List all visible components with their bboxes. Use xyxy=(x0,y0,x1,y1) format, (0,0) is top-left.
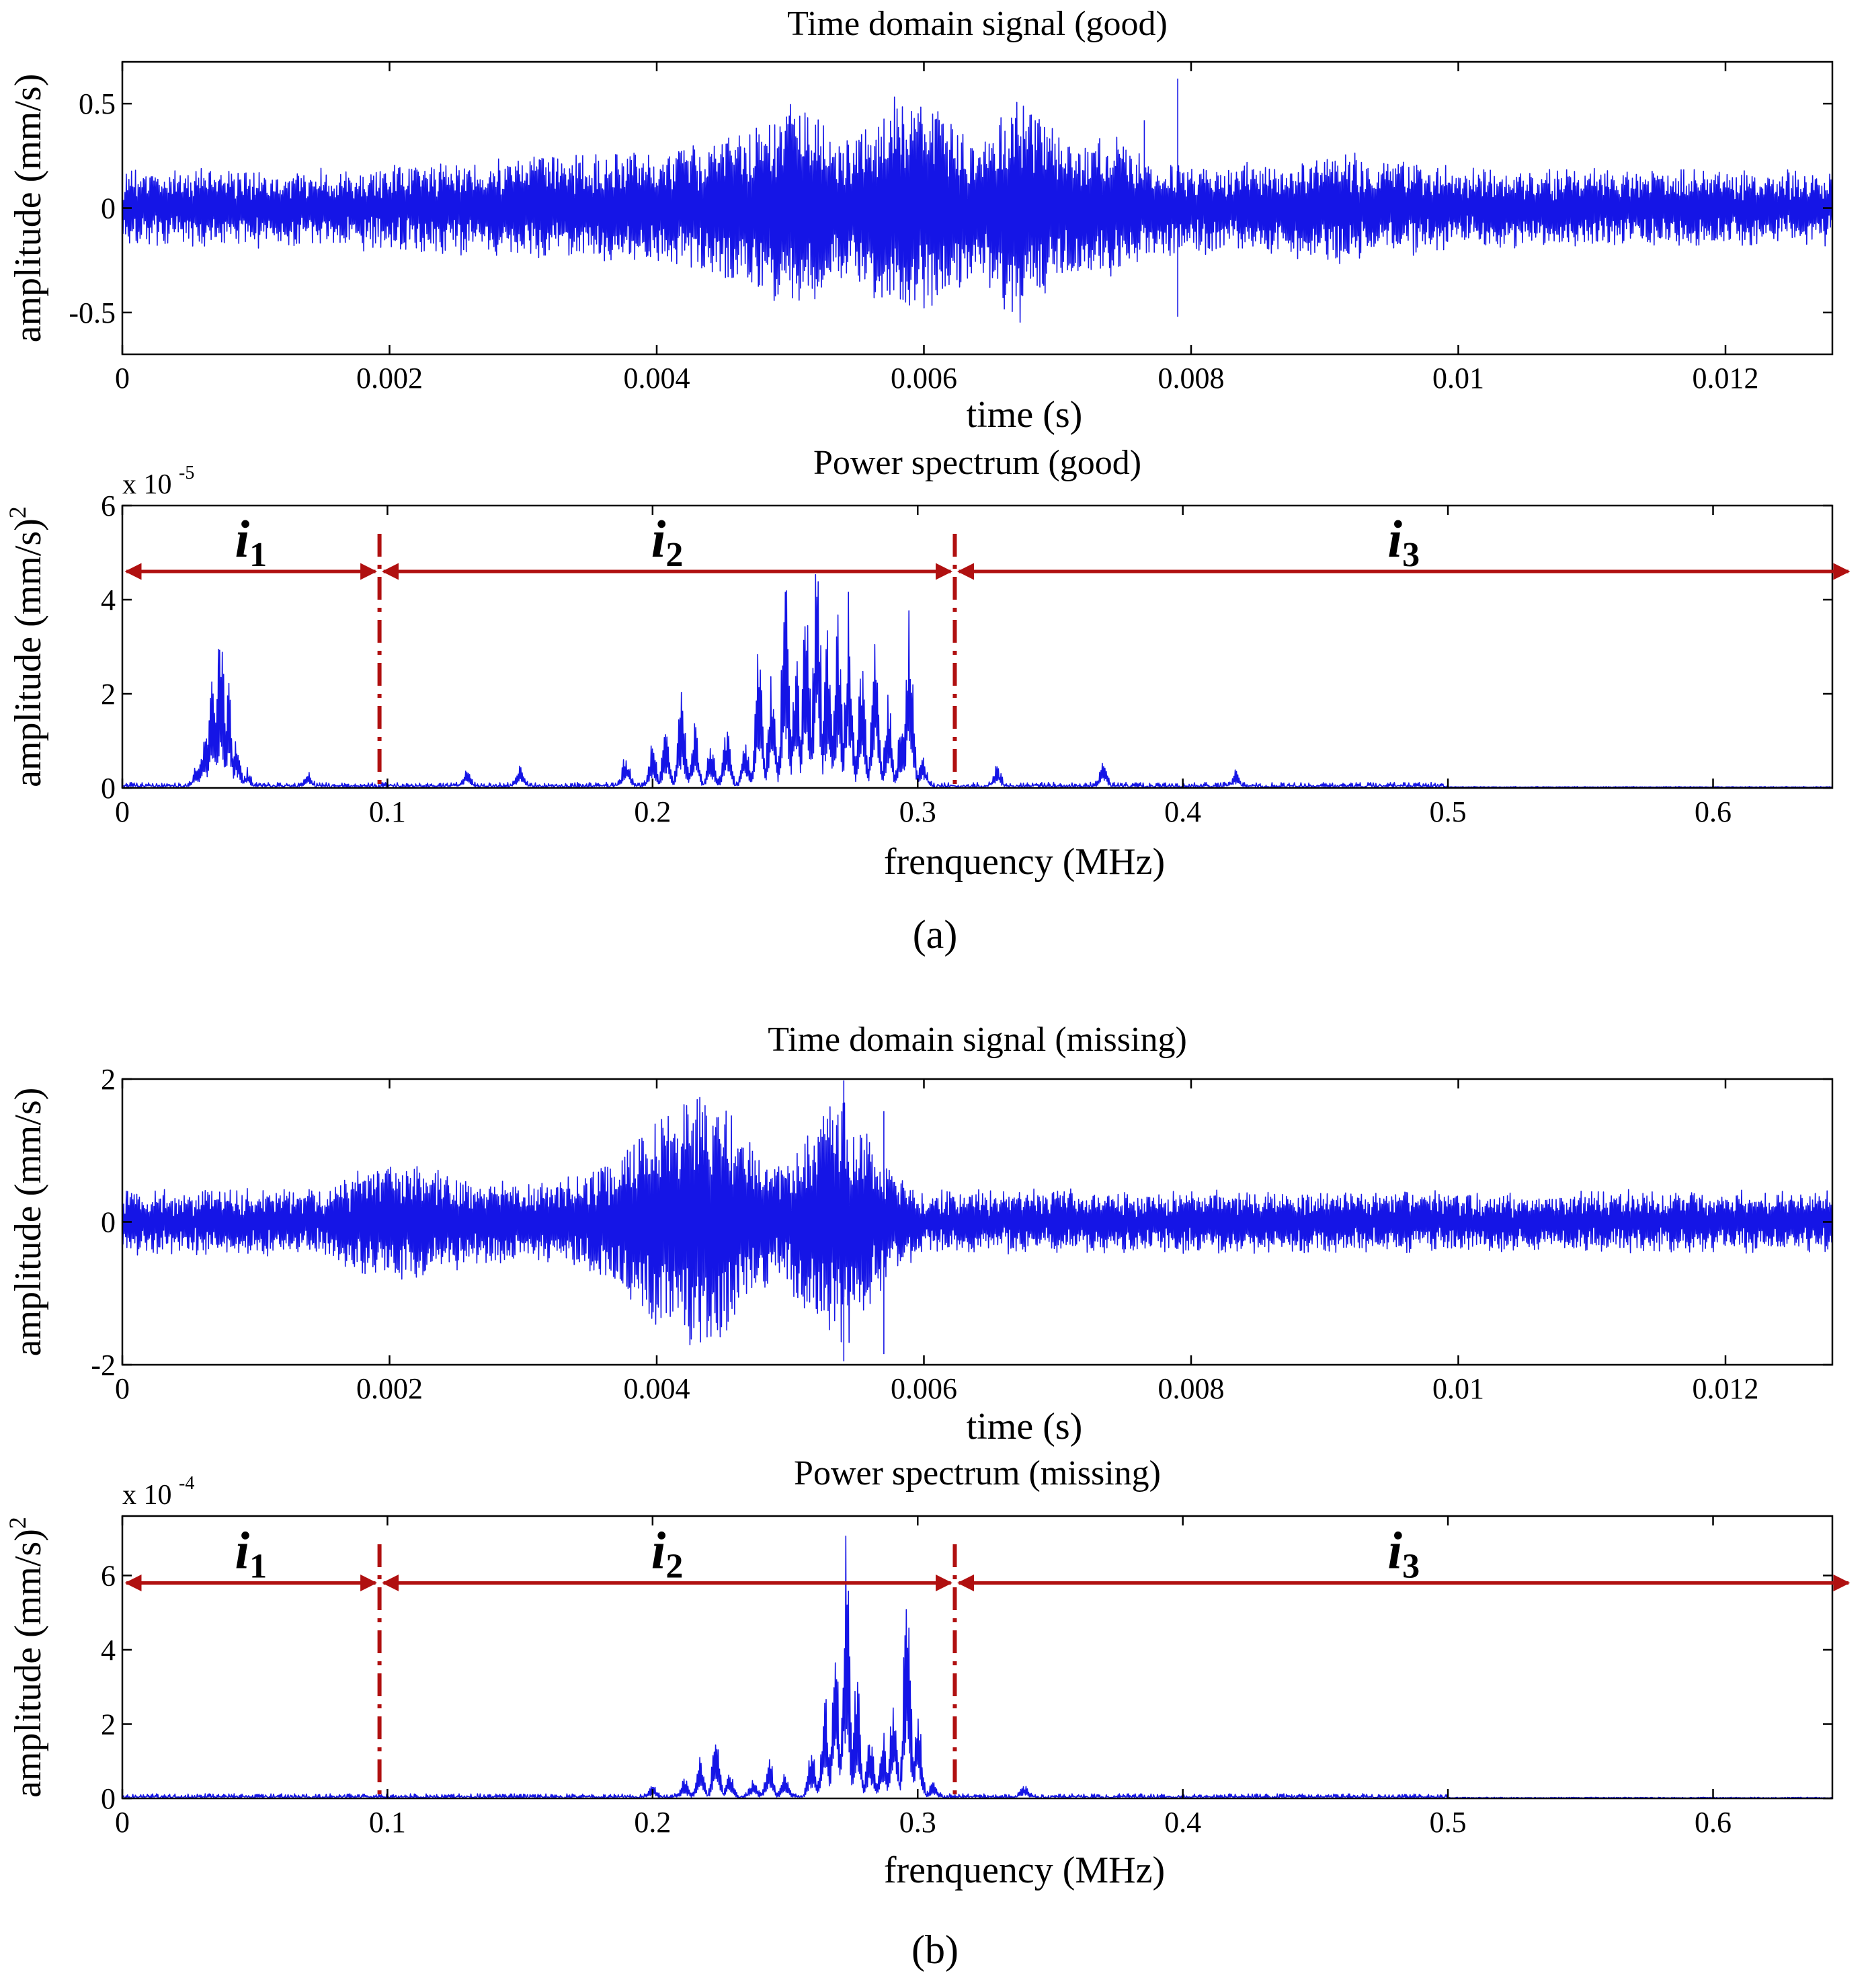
series-good xyxy=(122,78,1833,323)
x-tick-label: 0.004 xyxy=(624,362,690,395)
interval-label: i3 xyxy=(1387,1521,1420,1585)
x-tick-label: 0.4 xyxy=(1164,795,1201,828)
interval-label-sub: 2 xyxy=(665,1547,683,1585)
x-tick-label: 0 xyxy=(115,1372,130,1405)
y-tick-label: 6 xyxy=(101,489,116,522)
x-tick-label: 0.01 xyxy=(1432,1372,1484,1405)
caption-a: (a) xyxy=(913,912,958,957)
y-axis-label: amplitude (mm/s)2 xyxy=(4,1517,49,1798)
scale-exponent: -5 xyxy=(179,463,194,483)
y-axis-label: amplitude (mm/s) xyxy=(7,74,49,343)
scale-base: x 10 xyxy=(122,469,179,500)
panel-time-signal-missing: Time domain signal (missing) 0 0.002 0.004 0… xyxy=(7,1021,1834,1447)
interval-label-sub: 1 xyxy=(249,1547,267,1585)
interval-label-sub: 1 xyxy=(249,536,267,574)
y-tick-label: 0 xyxy=(101,772,116,805)
x-tick-label: 0.6 xyxy=(1695,1806,1732,1839)
x-tick-label: 0.1 xyxy=(369,1806,406,1839)
x-axis-label: time (s) xyxy=(967,394,1083,436)
panel-power-spectrum-good: Power spectrum (good) 0 0.1 0.2 0.3 0.4 0.5 0.6… xyxy=(4,444,1851,883)
x-tick-label: 0 xyxy=(115,795,130,828)
x-tick-label: 0.008 xyxy=(1158,1372,1225,1405)
x-tick-label: 0.002 xyxy=(356,1372,423,1405)
scale-exponent-label: x 10 -5 xyxy=(122,463,194,500)
interval-label-main: i xyxy=(1387,1521,1402,1579)
x-tick-label: 0.006 xyxy=(891,362,957,395)
y-tick-label: 0 xyxy=(101,1782,116,1815)
y-tick-label: 2 xyxy=(101,1063,116,1096)
caption-b: (b) xyxy=(911,1927,959,1972)
chart-title: Power spectrum (missing) xyxy=(794,1454,1161,1493)
interval-label: i2 xyxy=(651,510,684,574)
x-tick-label: 0 xyxy=(115,362,130,395)
interval-label-main: i xyxy=(235,1521,249,1579)
x-tick-label: 0.008 xyxy=(1158,362,1225,395)
y-tick-label: 0 xyxy=(101,1206,116,1239)
y-tick-label: 2 xyxy=(101,1708,116,1741)
panel-time-signal-good: Time domain signal (good) 0 0.002 0.004 0.00… xyxy=(7,5,1834,436)
x-tick-label: 0.6 xyxy=(1695,795,1732,828)
x-tick-label: 0.1 xyxy=(369,795,406,828)
y-axis-label: amplitude (mm/s)2 xyxy=(4,506,49,787)
x-tick-label: 0.012 xyxy=(1693,362,1759,395)
x-tick-label: 0.006 xyxy=(891,1372,957,1405)
x-axis-label: time (s) xyxy=(967,1406,1083,1447)
scale-base: x 10 xyxy=(122,1480,179,1511)
interval-label: i1 xyxy=(235,1521,267,1585)
x-axis-label: frenquency (MHz) xyxy=(884,1850,1165,1891)
x-tick-label: 0.5 xyxy=(1430,1806,1467,1839)
x-tick-label: 0.5 xyxy=(1430,795,1467,828)
chart-title: Power spectrum (good) xyxy=(813,444,1141,482)
y-tick-label: 2 xyxy=(101,678,116,711)
x-tick-label: 0.4 xyxy=(1164,1806,1201,1839)
y-tick-label: -2 xyxy=(91,1349,116,1382)
x-tick-label: 0.002 xyxy=(356,362,423,395)
interval-label-main: i xyxy=(651,1521,666,1579)
y-tick-label: 0 xyxy=(101,192,116,225)
series-missing xyxy=(122,1080,1833,1361)
y-axis-label-superscript: 2 xyxy=(4,1517,31,1529)
chart-title: Time domain signal (missing) xyxy=(768,1021,1187,1059)
x-tick-label: 0.2 xyxy=(634,795,671,828)
plot-frame xyxy=(121,1515,1834,1800)
y-tick-label: 0.5 xyxy=(79,87,116,120)
x-tick-label: 0.004 xyxy=(624,1372,690,1405)
interval-label-main: i xyxy=(235,510,249,568)
x-tick-label: 0.3 xyxy=(899,1806,936,1839)
y-tick-label: 4 xyxy=(101,1634,116,1667)
interval-label: i2 xyxy=(651,1521,684,1585)
scale-exponent: -4 xyxy=(179,1473,194,1494)
y-tick-label: 6 xyxy=(101,1559,116,1592)
interval-label: i3 xyxy=(1387,510,1420,574)
x-tick-label: 0 xyxy=(115,1806,130,1839)
y-axis-label-superscript: 2 xyxy=(4,506,31,518)
interval-label: i1 xyxy=(235,510,267,574)
panel-power-spectrum-missing: Power spectrum (missing) 0 0.1 0.2 0.3 0.4 0.5… xyxy=(4,1454,1851,1891)
y-tick-label: -0.5 xyxy=(69,296,116,329)
x-tick-label: 0.012 xyxy=(1693,1372,1759,1405)
interval-label-main: i xyxy=(651,510,666,568)
scale-exponent-label: x 10 -4 xyxy=(122,1473,194,1511)
interval-label-sub: 2 xyxy=(665,536,683,574)
interval-label-sub: 3 xyxy=(1402,536,1420,574)
plot-frame xyxy=(121,504,1834,789)
x-tick-label: 0.3 xyxy=(899,795,936,828)
y-axis-label: amplitude (mm/s) xyxy=(7,1088,49,1357)
x-tick-label: 0.2 xyxy=(634,1806,671,1839)
x-tick-label: 0.01 xyxy=(1432,362,1484,395)
y-tick-label: 4 xyxy=(101,584,116,617)
interval-label-main: i xyxy=(1387,510,1402,568)
interval-label-sub: 3 xyxy=(1402,1547,1420,1585)
chart-title: Time domain signal (good) xyxy=(787,5,1168,43)
x-axis-label: frenquency (MHz) xyxy=(884,841,1165,883)
